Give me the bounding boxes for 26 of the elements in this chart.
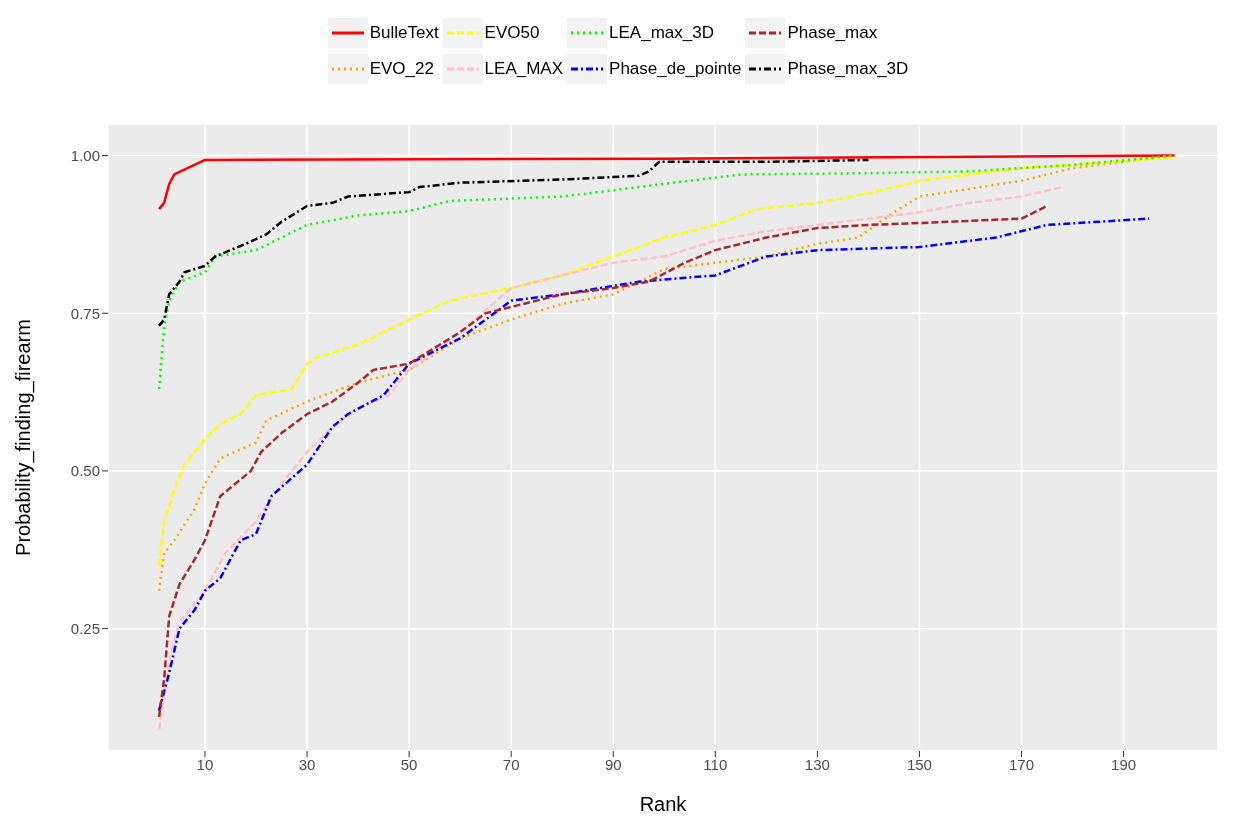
- x-tick-label: 170: [1009, 755, 1035, 773]
- x-tick-label: 150: [906, 755, 932, 773]
- x-tick-label: 90: [604, 755, 622, 773]
- legend-label: LEA_MAX: [484, 59, 564, 79]
- legend-label: Phase_de_pointe: [609, 59, 742, 79]
- x-tick-label: 10: [196, 755, 214, 773]
- x-tick-label: 50: [400, 755, 418, 773]
- legend-label: Phase_max: [787, 23, 878, 43]
- line-series: [157, 158, 870, 328]
- x-axis-title: Rank: [639, 793, 688, 815]
- x-tick-label: 190: [1111, 755, 1137, 773]
- legend-label: Phase_max_3D: [787, 59, 909, 79]
- legend-label: EVO_22: [369, 59, 434, 79]
- y-axis-title: Probability_finding_firearm: [12, 319, 36, 556]
- legend-label: BulleText: [369, 23, 439, 43]
- x-tick-label: 70: [502, 755, 520, 773]
- y-tick-label: 0.25: [70, 619, 100, 637]
- legend-label: EVO50: [484, 23, 540, 43]
- legend-label: LEA_max_3D: [609, 23, 714, 43]
- y-tick-label: 1.00: [70, 146, 100, 164]
- y-tick-label: 0.75: [70, 304, 100, 322]
- y-tick-label: 0.50: [70, 462, 100, 480]
- x-tick-label: 130: [804, 755, 830, 773]
- x-tick-label: 110: [703, 755, 728, 773]
- x-tick-label: 30: [298, 755, 316, 773]
- line-series: [157, 154, 1176, 211]
